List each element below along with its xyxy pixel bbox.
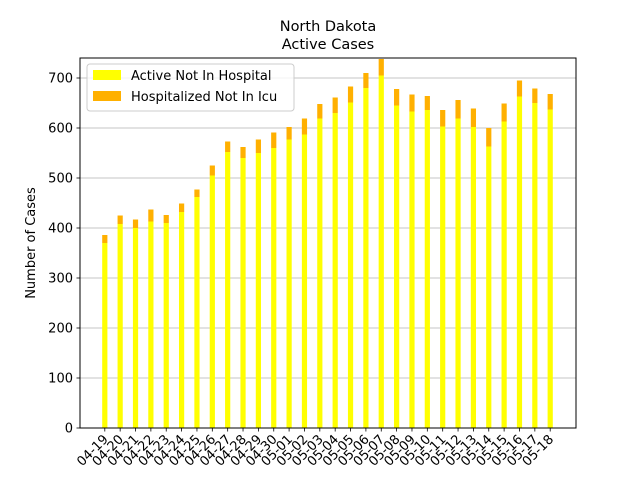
- bar-hospitalized-not-in-icu: [394, 89, 400, 106]
- y-tick-label: 0: [65, 422, 73, 437]
- bar-hospitalized-not-in-icu: [132, 219, 139, 228]
- bar-active-not-in-hospital: [516, 96, 523, 428]
- bar-hospitalized-not-in-icu: [486, 128, 492, 147]
- bar-active-not-in-hospital: [255, 153, 261, 428]
- bar-active-not-in-hospital: [409, 111, 415, 428]
- legend-box: [86, 63, 295, 112]
- bar-hospitalized-not-in-icu: [516, 80, 523, 97]
- bar-hospitalized-not-in-icu: [148, 209, 154, 222]
- y-tick-label: 200: [48, 322, 73, 337]
- bar-active-not-in-hospital: [225, 152, 231, 428]
- bar-active-not-in-hospital: [424, 110, 430, 428]
- bar-active-not-in-hospital: [501, 121, 507, 428]
- y-tick-label: 700: [48, 72, 73, 87]
- legend-label-hospitalized: Hospitalized Not In Icu: [131, 90, 277, 105]
- bar-active-not-in-hospital: [332, 113, 338, 428]
- bar-active-not-in-hospital: [378, 75, 384, 428]
- bar-active-not-in-hospital: [271, 148, 277, 428]
- bar-hospitalized-not-in-icu: [363, 73, 369, 88]
- bar-hospitalized-not-in-icu: [209, 165, 215, 176]
- bar-hospitalized-not-in-icu: [547, 94, 553, 110]
- bar-hospitalized-not-in-icu: [163, 215, 169, 223]
- bar-active-not-in-hospital: [547, 109, 553, 428]
- x-axis-ticks: 04-1904-2004-2104-2204-2304-2404-2504-26…: [74, 428, 557, 470]
- bar-hospitalized-not-in-icu: [470, 108, 477, 127]
- bar-active-not-in-hospital: [317, 118, 323, 428]
- y-axis-label: Number of Cases: [24, 187, 39, 299]
- bars: [102, 59, 553, 428]
- bar-hospitalized-not-in-icu: [301, 118, 308, 135]
- bar-hospitalized-not-in-icu: [225, 141, 231, 152]
- y-tick-label: 500: [48, 172, 73, 187]
- legend-label-active: Active Not In Hospital: [131, 69, 272, 84]
- bar-active-not-in-hospital: [440, 126, 446, 428]
- bar-hospitalized-not-in-icu: [409, 94, 415, 112]
- bar-active-not-in-hospital: [486, 146, 492, 428]
- bar-active-not-in-hospital: [470, 127, 477, 428]
- chart-title: North Dakota: [280, 19, 377, 35]
- legend: Active Not In Hospital Hospitalized Not …: [86, 63, 295, 112]
- gridlines: [80, 77, 576, 429]
- bar-active-not-in-hospital: [194, 197, 200, 428]
- bar-active-not-in-hospital: [102, 243, 108, 428]
- bar-hospitalized-not-in-icu: [102, 235, 108, 243]
- bar-hospitalized-not-in-icu: [455, 100, 461, 119]
- bar-hospitalized-not-in-icu: [317, 104, 323, 119]
- y-axis-ticks: 0 100 200 300 400 500 600 700: [48, 72, 80, 437]
- bar-hospitalized-not-in-icu: [347, 86, 354, 103]
- bar-active-not-in-hospital: [117, 224, 123, 428]
- bar-active-not-in-hospital: [301, 134, 308, 428]
- legend-swatch-active: [93, 70, 121, 80]
- bar-active-not-in-hospital: [132, 228, 139, 428]
- bar-hospitalized-not-in-icu: [240, 147, 246, 158]
- y-tick-label: 300: [48, 272, 73, 287]
- bar-hospitalized-not-in-icu: [532, 88, 538, 103]
- legend-swatch-hospitalized: [93, 91, 121, 101]
- bar-hospitalized-not-in-icu: [332, 97, 338, 113]
- y-tick-label: 100: [48, 372, 73, 387]
- bar-hospitalized-not-in-icu: [117, 215, 123, 224]
- bar-active-not-in-hospital: [286, 139, 292, 428]
- plot-frame: [79, 57, 577, 429]
- bar-active-not-in-hospital: [163, 223, 169, 428]
- bar-hospitalized-not-in-icu: [501, 103, 507, 122]
- bar-hospitalized-not-in-icu: [440, 110, 446, 127]
- chart-subtitle: Active Cases: [282, 37, 375, 53]
- bar-active-not-in-hospital: [178, 212, 185, 428]
- y-tick-label: 400: [48, 222, 73, 237]
- bar-active-not-in-hospital: [363, 88, 369, 428]
- bar-active-not-in-hospital: [347, 102, 354, 428]
- bar-active-not-in-hospital: [394, 105, 400, 428]
- bar-active-not-in-hospital: [148, 221, 154, 428]
- bar-active-not-in-hospital: [240, 158, 246, 428]
- bar-hospitalized-not-in-icu: [194, 189, 200, 197]
- bar-hospitalized-not-in-icu: [378, 59, 384, 76]
- bar-hospitalized-not-in-icu: [255, 139, 261, 153]
- y-tick-label: 600: [48, 122, 73, 137]
- bar-hospitalized-not-in-icu: [424, 96, 430, 110]
- bar-hospitalized-not-in-icu: [286, 127, 292, 140]
- bar-hospitalized-not-in-icu: [271, 132, 277, 148]
- bar-active-not-in-hospital: [209, 175, 215, 428]
- bar-active-not-in-hospital: [532, 103, 538, 428]
- bar-active-not-in-hospital: [455, 118, 461, 428]
- bar-hospitalized-not-in-icu: [178, 203, 185, 212]
